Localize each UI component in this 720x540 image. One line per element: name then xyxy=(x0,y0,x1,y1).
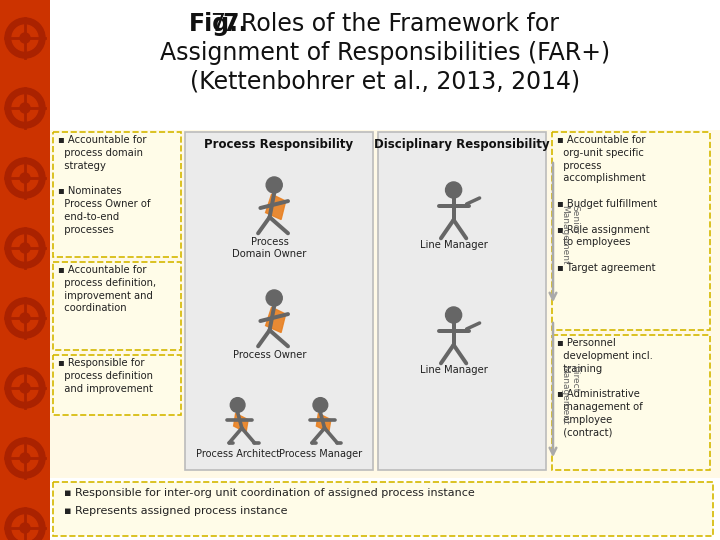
Circle shape xyxy=(20,523,30,533)
Text: Direct
Management: Direct Management xyxy=(560,365,580,425)
Circle shape xyxy=(20,103,30,113)
Circle shape xyxy=(12,165,38,191)
Bar xyxy=(185,132,373,470)
Bar xyxy=(378,132,546,470)
Bar xyxy=(53,482,713,536)
Text: ▪ Accountable for
  org-unit specific
  process
  accomplishment

▪ Budget fulfi: ▪ Accountable for org-unit specific proc… xyxy=(557,135,657,273)
Circle shape xyxy=(266,177,282,193)
Text: ▪ Represents assigned process instance: ▪ Represents assigned process instance xyxy=(64,506,287,516)
Text: 7.: 7. xyxy=(222,12,248,36)
Text: Process
Domain Owner: Process Domain Owner xyxy=(233,237,307,259)
Text: Process Manager: Process Manager xyxy=(279,449,362,459)
Circle shape xyxy=(20,383,30,393)
Text: ▪ Responsible for inter-org unit coordination of assigned process instance: ▪ Responsible for inter-org unit coordin… xyxy=(64,488,474,498)
Polygon shape xyxy=(266,194,286,219)
Text: Line Manager: Line Manager xyxy=(420,240,487,250)
Circle shape xyxy=(313,397,328,413)
Circle shape xyxy=(12,305,38,331)
Circle shape xyxy=(5,158,45,198)
Circle shape xyxy=(5,228,45,268)
Circle shape xyxy=(12,25,38,51)
Bar xyxy=(53,262,181,350)
Circle shape xyxy=(5,18,45,58)
Text: Process Responsibility: Process Responsibility xyxy=(204,138,354,151)
Circle shape xyxy=(20,243,30,253)
Circle shape xyxy=(12,95,38,121)
Text: ▪ Responsible for
  process definition
  and improvement: ▪ Responsible for process definition and… xyxy=(58,358,153,394)
Text: 7. Roles of the Framework for
Assignment of Responsibilities (FAR+)
(Kettenbohre: 7. Roles of the Framework for Assignment… xyxy=(160,12,610,93)
Text: Process Owner: Process Owner xyxy=(233,350,306,360)
Circle shape xyxy=(20,173,30,183)
Circle shape xyxy=(20,33,30,43)
Circle shape xyxy=(12,375,38,401)
Circle shape xyxy=(12,445,38,471)
Text: Process Architect: Process Architect xyxy=(196,449,279,459)
Bar xyxy=(552,335,710,470)
Bar xyxy=(0,0,50,540)
Circle shape xyxy=(230,397,245,413)
Circle shape xyxy=(5,508,45,540)
Polygon shape xyxy=(266,307,286,333)
Polygon shape xyxy=(316,414,331,433)
Circle shape xyxy=(12,235,38,261)
Circle shape xyxy=(266,290,282,306)
Polygon shape xyxy=(233,414,248,433)
Text: Fig.: Fig. xyxy=(189,12,239,36)
Text: ▪ Personnel
  development incl.
  training

▪ Administrative
  management of
  e: ▪ Personnel development incl. training ▪… xyxy=(557,338,653,437)
Text: Senior
Management: Senior Management xyxy=(560,205,580,265)
Bar xyxy=(50,130,720,478)
Circle shape xyxy=(5,298,45,338)
Circle shape xyxy=(12,515,38,540)
Circle shape xyxy=(5,438,45,478)
Circle shape xyxy=(20,453,30,463)
Text: ▪ Accountable for
  process domain
  strategy

▪ Nominates
  Process Owner of
  : ▪ Accountable for process domain strateg… xyxy=(58,135,150,234)
Text: Disciplinary Responsibility: Disciplinary Responsibility xyxy=(374,138,550,151)
Circle shape xyxy=(5,88,45,128)
Text: Line Manager: Line Manager xyxy=(420,365,487,375)
Circle shape xyxy=(446,182,462,198)
Circle shape xyxy=(446,307,462,323)
Bar xyxy=(53,132,181,257)
Bar xyxy=(53,355,181,415)
Circle shape xyxy=(20,313,30,323)
Text: ▪ Accountable for
  process definition,
  improvement and
  coordination: ▪ Accountable for process definition, im… xyxy=(58,265,156,313)
Circle shape xyxy=(5,368,45,408)
Bar xyxy=(552,132,710,330)
